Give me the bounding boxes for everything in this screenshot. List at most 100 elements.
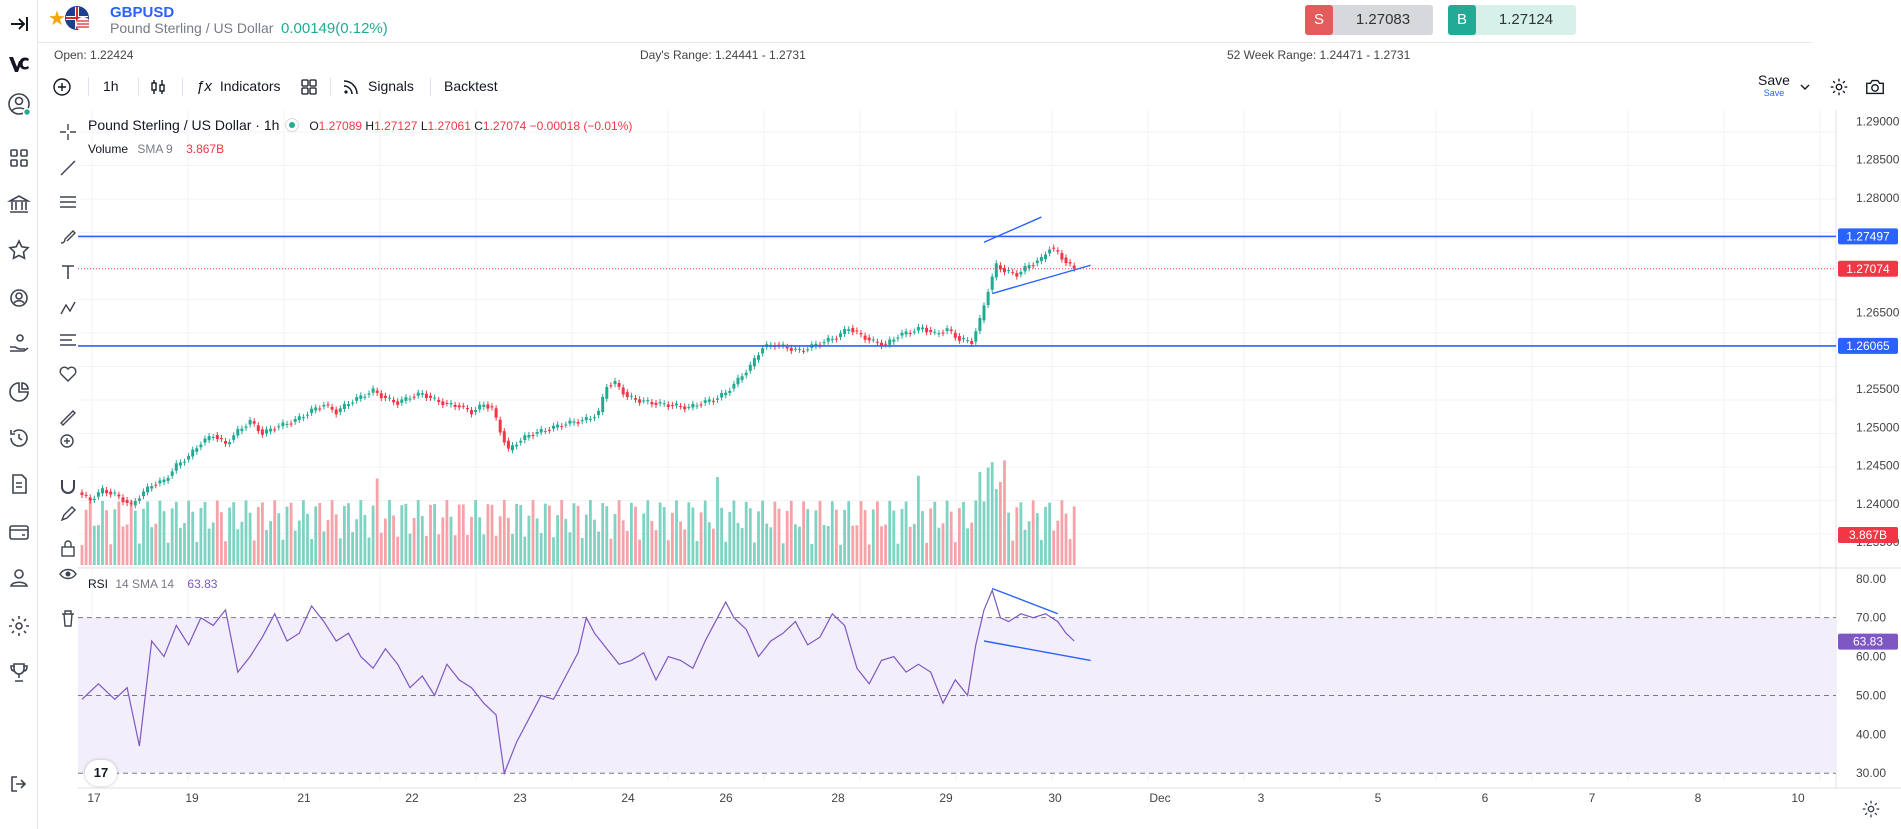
candle-body: [277, 426, 281, 428]
candle-body: [228, 442, 232, 445]
sell-button[interactable]: S 1.27083: [1305, 5, 1433, 35]
volume-bar: [826, 525, 830, 565]
candle-body: [859, 333, 863, 335]
indicators-button[interactable]: ƒx Indicators: [196, 72, 281, 100]
chart-type-button[interactable]: [148, 72, 168, 100]
snapshot-button[interactable]: [1864, 72, 1886, 100]
candle-body: [986, 291, 990, 305]
volume-bar: [523, 536, 527, 565]
save-button[interactable]: Save Save: [1744, 72, 1804, 98]
scale-settings-icon[interactable]: [1860, 798, 1882, 820]
trend-line-icon[interactable]: [58, 158, 78, 178]
settings-icon[interactable]: [7, 614, 31, 638]
candle-body: [318, 408, 322, 410]
trophy-icon[interactable]: [7, 660, 31, 684]
trash-icon[interactable]: [58, 608, 78, 628]
document-icon[interactable]: [7, 472, 31, 496]
volume-bar: [1027, 521, 1031, 565]
candle-body: [162, 479, 166, 483]
volume-bar: [310, 538, 313, 565]
candle-body: [219, 438, 223, 440]
volume-bar: [642, 513, 646, 565]
candle-body: [962, 338, 965, 340]
buy-button[interactable]: B 1.27124: [1448, 5, 1576, 35]
backtest-button[interactable]: Backtest: [444, 78, 498, 94]
volume-bar: [810, 544, 814, 565]
volume-bar: [724, 541, 728, 565]
price-change: 0.00149(0.12%): [281, 20, 388, 37]
volume-bar: [142, 508, 145, 565]
chart-area[interactable]: 1.29000 1.28500 1.28000 1.26500 1.25500 1.250…: [78, 110, 1901, 829]
save-dropdown-button[interactable]: [1798, 72, 1812, 100]
brush-icon[interactable]: [58, 226, 78, 246]
interval-button[interactable]: 1h: [103, 78, 119, 94]
layouts-button[interactable]: [300, 72, 318, 100]
volume-bar: [375, 478, 379, 565]
bank-icon[interactable]: [7, 192, 31, 216]
eye-icon[interactable]: [58, 564, 78, 584]
tradingview-logo-icon[interactable]: 17: [85, 760, 117, 786]
volume-bar: [170, 508, 174, 565]
chart-settings-button[interactable]: [1828, 72, 1850, 100]
volume-bar: [416, 500, 420, 565]
crosshair-icon[interactable]: [58, 122, 78, 142]
candle-body: [584, 416, 588, 421]
lock-icon[interactable]: [58, 538, 78, 558]
volume-bar: [334, 514, 338, 565]
candle-body: [404, 397, 408, 401]
fib-icon[interactable]: [58, 192, 78, 212]
zoom-in-icon[interactable]: [58, 432, 78, 452]
candle-body: [736, 377, 740, 385]
candle-body: [129, 502, 133, 504]
candle-body: [396, 401, 400, 405]
logo-icon[interactable]: [7, 52, 31, 76]
add-symbol-button[interactable]: [52, 72, 72, 100]
candle-body: [342, 403, 346, 409]
volume-bar: [527, 515, 531, 565]
rsi-tick-label: 80.00: [1856, 572, 1886, 586]
account-icon[interactable]: [7, 92, 31, 116]
heart-icon[interactable]: [58, 364, 78, 384]
magnet-icon[interactable]: [58, 476, 78, 496]
pie-chart-icon[interactable]: [7, 380, 31, 404]
sell-tag: S: [1305, 5, 1333, 35]
volume-bar: [88, 501, 92, 565]
volume-bar: [482, 534, 486, 565]
volume-bar: [748, 508, 752, 565]
favorite-star-icon[interactable]: ★: [48, 8, 66, 30]
candle-body: [588, 418, 592, 420]
forecast-icon[interactable]: [58, 330, 78, 350]
profile-icon[interactable]: [7, 566, 31, 590]
ruler-icon[interactable]: [58, 408, 78, 428]
volume-bar: [515, 503, 518, 565]
hand-coins-icon[interactable]: [7, 332, 31, 356]
wallet-icon[interactable]: [7, 286, 31, 310]
candle-body: [695, 405, 699, 407]
history-icon[interactable]: [7, 426, 31, 450]
volume-bar: [703, 500, 707, 565]
volume-bar: [117, 501, 121, 565]
candle-body: [711, 400, 715, 402]
candle-body: [576, 422, 580, 424]
pencil-lock-icon[interactable]: [58, 504, 78, 524]
time-axis-label: 28: [831, 791, 845, 805]
time-axis-label: 30: [1048, 791, 1062, 805]
volume-bar: [552, 537, 555, 565]
text-icon[interactable]: [58, 262, 78, 282]
symbol-ticker[interactable]: GBPUSD: [110, 4, 175, 21]
price-chart[interactable]: 1.29000 1.28500 1.28000 1.26500 1.25500 1.250…: [78, 110, 1901, 829]
candle-body: [424, 393, 428, 399]
apps-icon[interactable]: [7, 146, 31, 170]
time-axis-label: 10: [1791, 791, 1805, 805]
gbp-usd-flag-icon: [65, 6, 90, 31]
volume-bar: [892, 510, 896, 565]
card-icon[interactable]: [7, 520, 31, 544]
collapse-icon[interactable]: [7, 12, 31, 36]
volume-bar: [765, 523, 769, 565]
pattern-icon[interactable]: [58, 298, 78, 318]
candle-body: [326, 404, 330, 406]
signals-button[interactable]: Signals: [342, 72, 414, 100]
logout-icon[interactable]: [7, 772, 31, 796]
volume-bar: [728, 511, 732, 565]
star-icon[interactable]: [7, 238, 31, 262]
